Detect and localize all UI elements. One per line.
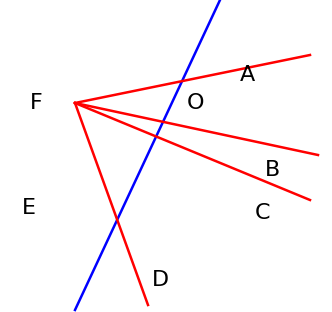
Text: D: D (152, 270, 169, 290)
Text: B: B (265, 160, 280, 180)
Text: F: F (30, 93, 43, 113)
Text: A: A (240, 65, 255, 85)
Text: O: O (187, 93, 205, 113)
Text: C: C (255, 203, 271, 223)
Text: E: E (22, 198, 36, 218)
